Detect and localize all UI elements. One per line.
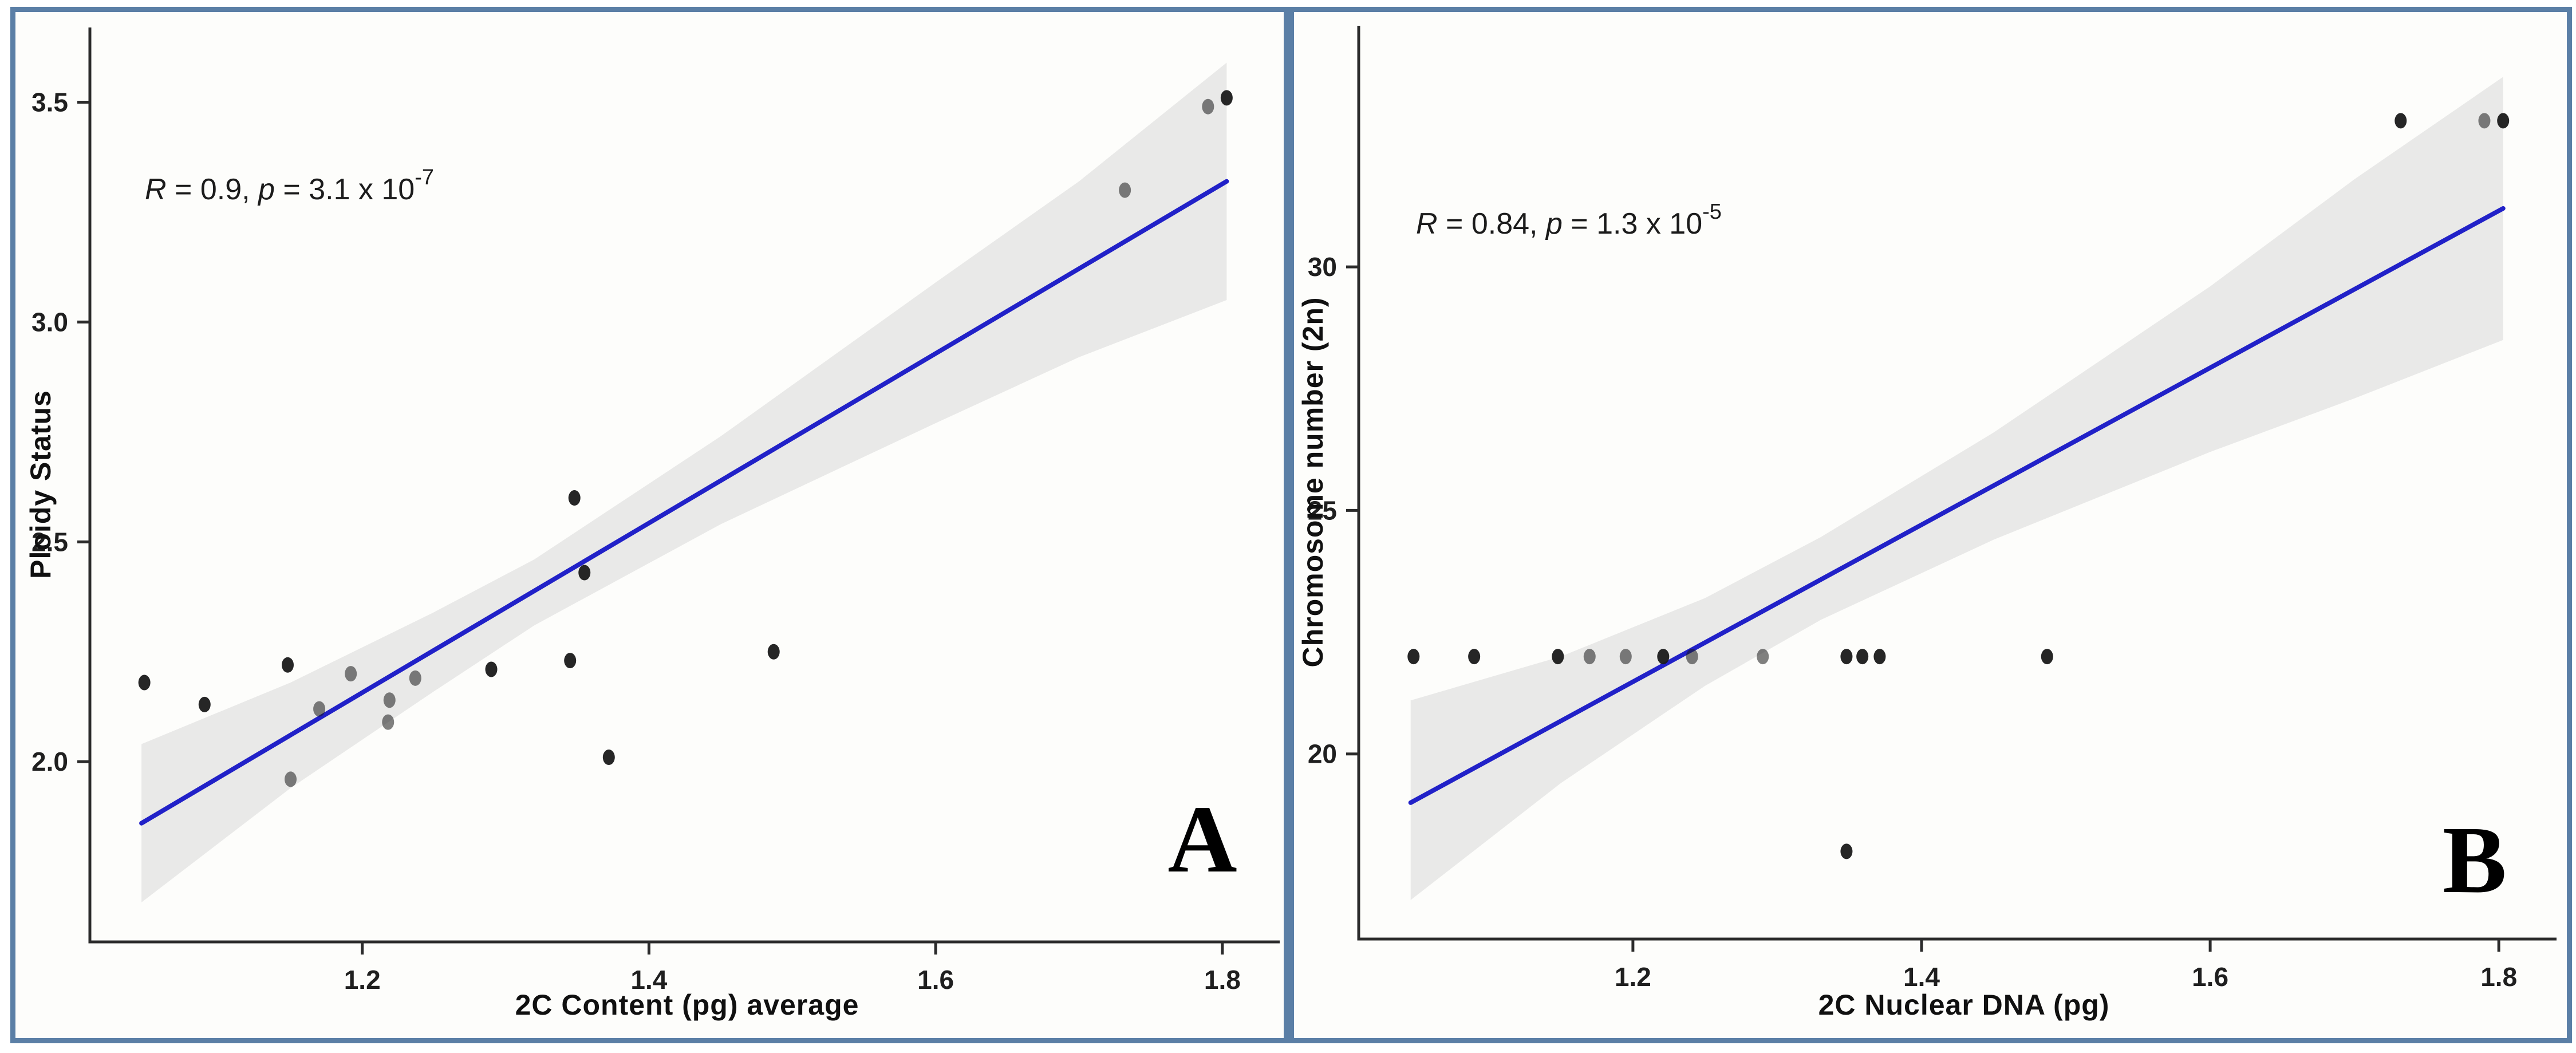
panel-a: 1.2 1.4 1.6 1.8 2.0 2.5 3.0 3.5 R = 0.9, p = 3.… xyxy=(10,7,1289,1043)
data-point xyxy=(1619,649,1632,665)
data-point xyxy=(1468,649,1481,665)
x-tick-label: 1.2 xyxy=(344,965,381,995)
data-point xyxy=(345,666,357,682)
annotation-exponent: -5 xyxy=(1702,200,1722,224)
data-point xyxy=(1657,649,1670,665)
data-point xyxy=(383,692,396,708)
annotation-text: = 0.84, xyxy=(1438,207,1546,240)
x-tick-label: 1.6 xyxy=(2192,962,2228,992)
panel-b: 1.2 1.4 1.6 1.8 20 25 30 R = 0.84, p = 1.3 x 1… xyxy=(1289,7,2572,1043)
correlation-annotation-a: R = 0.9, p = 3.1 x 10-7 xyxy=(145,165,434,206)
annotation-text: = 0.9, xyxy=(167,173,258,206)
annotation-exponent: -7 xyxy=(415,165,434,190)
y-tick-label: 3.0 xyxy=(31,307,68,337)
panel-letter-a: A xyxy=(1167,786,1237,893)
data-point xyxy=(1840,649,1853,665)
data-point xyxy=(1119,182,1131,198)
regression-line xyxy=(1408,206,2506,805)
annotation-text: = 3.1 x 10 xyxy=(275,173,415,206)
data-point xyxy=(1202,98,1214,115)
data-point xyxy=(281,657,294,673)
data-point xyxy=(2394,113,2407,129)
data-point xyxy=(1686,649,1698,665)
data-point xyxy=(409,670,421,686)
data-point xyxy=(2041,649,2053,665)
data-point xyxy=(564,653,577,669)
y-axis-title-b: Chromosome number (2n) xyxy=(1297,297,1329,667)
data-point xyxy=(2497,113,2510,129)
data-point xyxy=(313,701,326,717)
annotation-text: R xyxy=(1416,207,1438,240)
data-point xyxy=(767,644,780,660)
confidence-band xyxy=(1410,77,2503,900)
data-point xyxy=(1552,649,1564,665)
x-tick-label: 1.6 xyxy=(917,965,954,995)
x-tick-label: 1.4 xyxy=(1903,962,1940,992)
plot-area-a: 1.2 1.4 1.6 1.8 2.0 2.5 3.0 3.5 xyxy=(31,27,1280,995)
x-axis-title-a: 2C Content (pg) average xyxy=(515,989,859,1021)
data-point xyxy=(1873,649,1886,665)
annotation-text: R xyxy=(145,173,167,206)
annotation-text: p xyxy=(257,173,275,206)
annotation-text: p xyxy=(1545,207,1563,240)
data-point xyxy=(1757,649,1769,665)
data-point xyxy=(285,771,297,787)
annotation-text: = 1.3 x 10 xyxy=(1563,207,1702,240)
y-axis-title-a: Ploidy Status xyxy=(25,390,57,579)
data-point xyxy=(568,490,581,506)
panel-b-chart: 1.2 1.4 1.6 1.8 20 25 30 R = 0.84, p = 1.3 x 1… xyxy=(1297,26,2557,1021)
panel-letter-b: B xyxy=(2443,807,2507,913)
y-tick-label: 2.5 xyxy=(31,527,68,557)
data-point xyxy=(138,675,151,691)
x-tick-label: 1.4 xyxy=(630,965,667,995)
data-point xyxy=(485,661,498,677)
data-point xyxy=(602,750,615,766)
data-point xyxy=(1407,649,1420,665)
x-tick-label: 1.2 xyxy=(1615,962,1651,992)
y-tick-label: 3.5 xyxy=(31,88,68,117)
confidence-band xyxy=(141,62,1227,902)
data-point xyxy=(1856,649,1869,665)
data-point xyxy=(1583,649,1596,665)
data-point xyxy=(1220,90,1233,106)
y-tick-label: 30 xyxy=(1308,252,1337,282)
data-point xyxy=(382,714,395,730)
x-axis-title-b: 2C Nuclear DNA (pg) xyxy=(1818,989,2110,1021)
data-point xyxy=(578,565,591,581)
correlation-annotation-b: R = 0.84, p = 1.3 x 10-5 xyxy=(1416,200,1722,240)
x-tick-label: 1.8 xyxy=(1204,965,1241,995)
y-tick-label: 25 xyxy=(1308,495,1337,525)
panel-a-chart: 1.2 1.4 1.6 1.8 2.0 2.5 3.0 3.5 R = 0.9, p = 3.… xyxy=(25,27,1280,1021)
data-point xyxy=(1840,843,1853,859)
data-point xyxy=(2478,113,2491,129)
y-tick-label: 2.0 xyxy=(31,747,68,776)
x-tick-label: 1.8 xyxy=(2480,962,2517,992)
data-point xyxy=(198,696,211,712)
regression-line xyxy=(139,179,1229,826)
y-tick-label: 20 xyxy=(1308,739,1337,769)
plot-area-b: 1.2 1.4 1.6 1.8 20 25 30 xyxy=(1308,26,2557,992)
